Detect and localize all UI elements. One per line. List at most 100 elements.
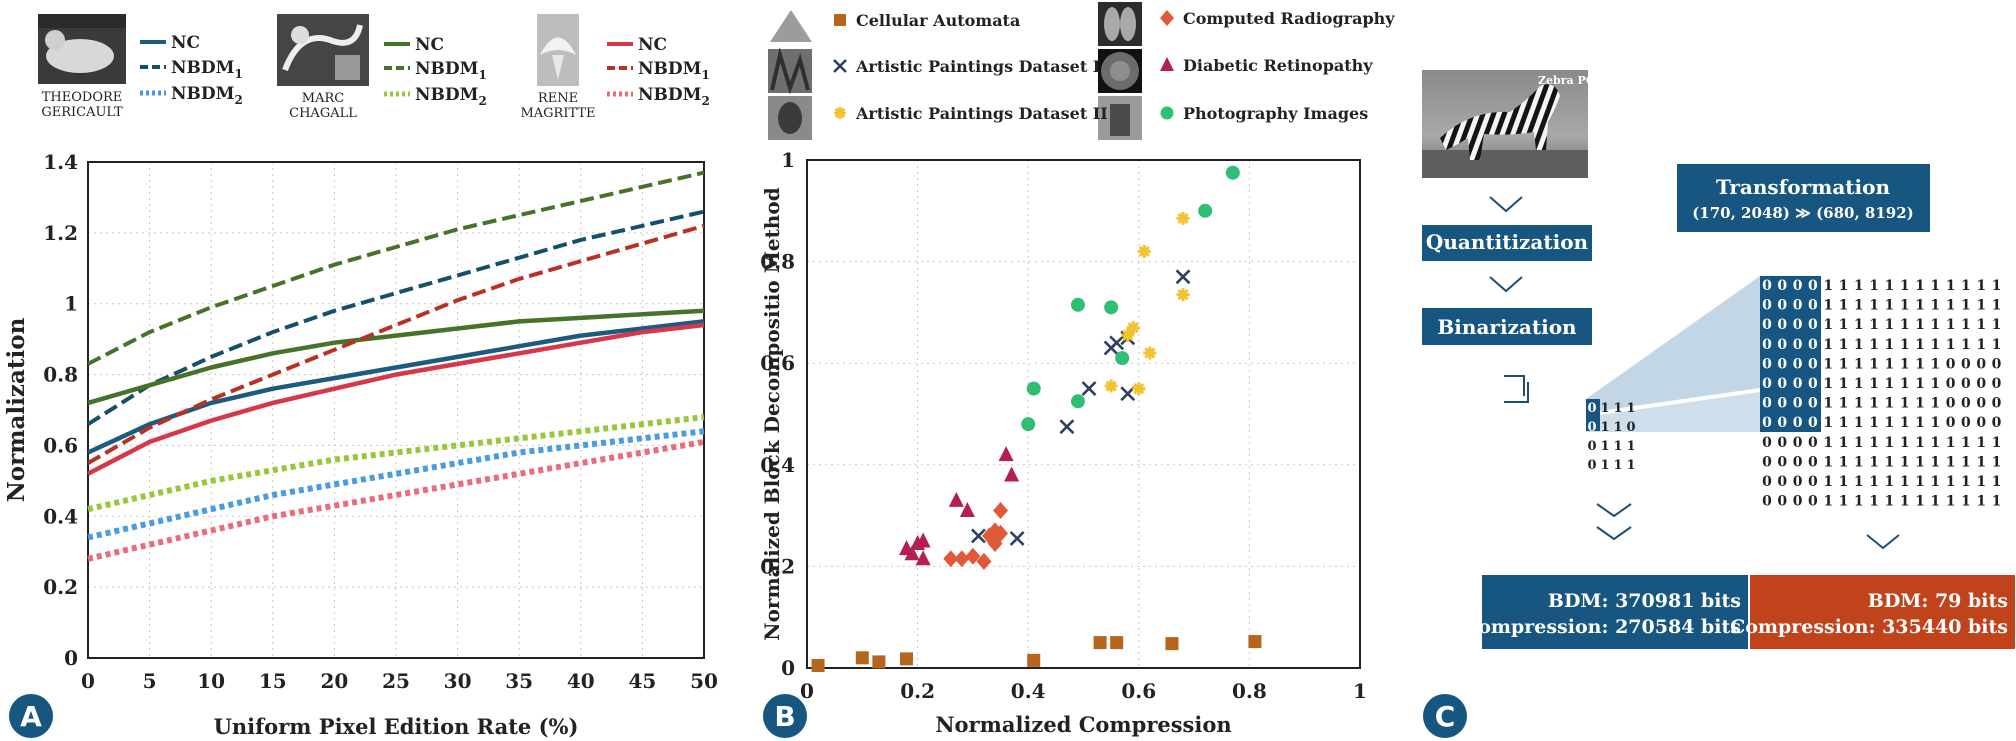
bit-cell: 1 xyxy=(1854,435,1864,451)
bit-cell: 0 xyxy=(1793,474,1803,490)
data-point xyxy=(959,502,975,518)
bit-cell: 1 xyxy=(1839,278,1849,294)
bit-cell: 0 xyxy=(1587,420,1596,435)
data-point xyxy=(1021,417,1036,432)
chevron-down-icon xyxy=(1866,534,1900,550)
artist-name-line2: MAGRITTE xyxy=(520,106,595,121)
bit-cell: 1 xyxy=(1823,356,1833,372)
bit-cell: 1 xyxy=(1839,337,1849,353)
x-tick-label: 0.6 xyxy=(1121,679,1156,703)
bit-cell: 1 xyxy=(1869,396,1879,412)
x-tick-label: 0.4 xyxy=(1011,679,1046,703)
bit-cell: 1 xyxy=(1915,356,1925,372)
bit-cell: 1 xyxy=(1930,474,1940,490)
bit-cell: 0 xyxy=(1946,415,1956,431)
step-box-binarization xyxy=(1422,308,1592,345)
bit-cell: 1 xyxy=(1613,458,1622,473)
bit-cell: 0 xyxy=(1793,415,1803,431)
data-point xyxy=(1120,386,1136,402)
bit-cell: 0 xyxy=(1793,435,1803,451)
data-point xyxy=(1070,394,1085,409)
bit-cell: 0 xyxy=(1793,337,1803,353)
bit-cell: 1 xyxy=(1869,494,1879,510)
bit-cell: 1 xyxy=(1885,337,1895,353)
bit-cell: 0 xyxy=(1793,298,1803,314)
chevron-down-icon xyxy=(1596,526,1632,541)
x-tick-label: 0 xyxy=(800,679,814,703)
bit-cell: 1 xyxy=(1854,494,1864,510)
bit-cell: 1 xyxy=(1946,317,1956,333)
bit-cell: 1 xyxy=(1930,317,1940,333)
bit-cell: 1 xyxy=(1915,376,1925,392)
bit-cell: 1 xyxy=(1976,317,1986,333)
bit-cell: 0 xyxy=(1976,356,1986,372)
legend-label: Cellular Automata xyxy=(856,11,1020,30)
artist-name-line1: RENE xyxy=(538,91,578,106)
result-compression: Compression: 270584 bits xyxy=(1463,616,1741,638)
bit-cell: 1 xyxy=(1915,454,1925,470)
bit-cell: 0 xyxy=(1762,278,1772,294)
bit-cell: 1 xyxy=(1869,278,1879,294)
bit-cell: 1 xyxy=(1976,435,1986,451)
bit-cell: 1 xyxy=(1900,356,1910,372)
bit-cell: 1 xyxy=(1900,298,1910,314)
artist-thumb-gericault xyxy=(38,14,126,84)
bit-cell: 1 xyxy=(1915,317,1925,333)
series-line xyxy=(87,170,705,366)
bit-cell: 0 xyxy=(1992,415,2002,431)
y-tick-label: 1 xyxy=(781,148,795,172)
bit-cell: 0 xyxy=(1777,474,1787,490)
bit-cell: 0 xyxy=(1587,439,1596,454)
bit-cell: 1 xyxy=(1946,435,1956,451)
bit-cell: 1 xyxy=(1885,494,1895,510)
bit-cell: 1 xyxy=(1885,317,1895,333)
bit-cell: 0 xyxy=(1808,356,1818,372)
bit-cell: 1 xyxy=(1823,396,1833,412)
bit-cell: 1 xyxy=(1976,494,1986,510)
bit-cell: 0 xyxy=(1808,454,1818,470)
data-point xyxy=(993,502,1009,520)
bit-cell: 1 xyxy=(1992,298,2002,314)
data-point xyxy=(915,550,931,566)
artist-name-line1: MARC xyxy=(302,91,344,106)
bit-cell: 1 xyxy=(1900,337,1910,353)
data-point xyxy=(993,524,1009,542)
series-line xyxy=(86,322,705,476)
bit-cell: 1 xyxy=(1869,356,1879,372)
bit-cell: 1 xyxy=(1885,396,1895,412)
y-tick-label: 0.2 xyxy=(760,554,795,578)
x-tick-label: 40 xyxy=(567,669,595,693)
y-tick-label: 0.4 xyxy=(43,504,78,528)
bit-cell: 1 xyxy=(1600,458,1609,473)
data-point xyxy=(998,446,1014,462)
bit-cell: 1 xyxy=(1869,435,1879,451)
bit-cell: 1 xyxy=(1900,454,1910,470)
badge-label: C xyxy=(1435,700,1456,733)
series-line xyxy=(87,319,705,455)
bit-cell: 1 xyxy=(1992,435,2002,451)
bit-cell: 1 xyxy=(1839,454,1849,470)
data-point xyxy=(1160,57,1174,71)
bit-cell: 1 xyxy=(1885,435,1895,451)
x-tick-label: 0.8 xyxy=(1232,679,1267,703)
bit-cell: 1 xyxy=(1976,337,1986,353)
y-tick-label: 0 xyxy=(64,646,78,670)
bit-cell: 1 xyxy=(1823,298,1833,314)
bit-cell: 0 xyxy=(1793,317,1803,333)
bit-cell: 1 xyxy=(1930,356,1940,372)
bit-cell: 0 xyxy=(1808,298,1818,314)
step-label: Quantitization xyxy=(1426,230,1589,254)
bit-cell: 1 xyxy=(1900,415,1910,431)
bit-cell: 1 xyxy=(1930,278,1940,294)
legend-label: Artistic Paintings Dataset I xyxy=(855,57,1100,76)
data-point xyxy=(1198,203,1213,218)
transformation-subtitle: (170, 2048) ≫ (680, 8192) xyxy=(1692,204,1914,222)
bit-cell: 1 xyxy=(1839,396,1849,412)
bit-cell: 1 xyxy=(1869,474,1879,490)
series-line xyxy=(87,428,705,541)
legend-label: Artistic Paintings Dataset II xyxy=(855,104,1108,123)
artist-thumb-magritte xyxy=(537,14,579,86)
data-point xyxy=(1126,321,1140,335)
bit-cell: 1 xyxy=(1854,337,1864,353)
legend-b: Cellular Automata Artistic Paintings Data… xyxy=(833,9,1395,123)
